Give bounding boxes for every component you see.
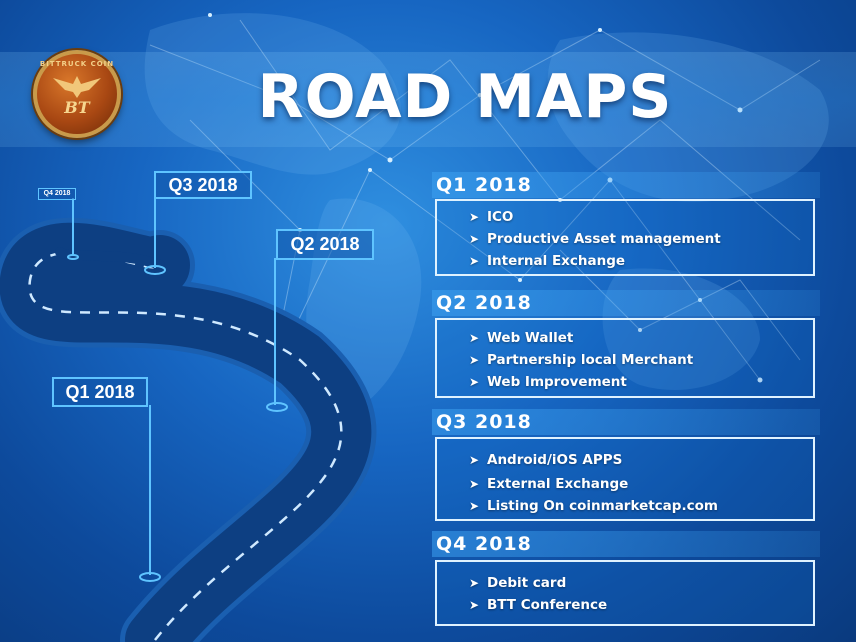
arrow-right-icon: ➤: [469, 331, 480, 345]
list-item: ➤ External Exchange: [469, 476, 629, 492]
arrow-right-icon: ➤: [469, 375, 480, 389]
arrow-right-icon: ➤: [469, 232, 480, 246]
list-item: ➤ Web Improvement: [469, 374, 627, 390]
logo-ring-text: BITTRUCK COIN: [39, 60, 115, 68]
arrow-right-icon: ➤: [469, 453, 480, 467]
list-item: ➤ Listing On coinmarketcap.com: [469, 498, 718, 514]
list-item: ➤ Debit card: [469, 575, 567, 591]
road-label-q4: Q4 2018: [38, 188, 76, 200]
q2-heading: Q2 2018: [432, 290, 820, 316]
q4-box: ➤ Debit card ➤ BTT Conference: [435, 560, 815, 626]
q1-box: ➤ ICO ➤ Productive Asset management ➤ Inter…: [435, 199, 815, 276]
q1-heading: Q1 2018: [432, 172, 820, 198]
arrow-right-icon: ➤: [469, 477, 480, 491]
q2-box: ➤ Web Wallet ➤ Partnership local Merchant …: [435, 318, 815, 398]
arrow-right-icon: ➤: [469, 254, 480, 268]
logo-monogram: BT: [64, 98, 90, 117]
q4-heading: Q4 2018: [432, 531, 820, 557]
arrow-right-icon: ➤: [469, 598, 480, 612]
arrow-right-icon: ➤: [469, 576, 480, 590]
bittruck-coin-logo: BITTRUCK COIN BT: [33, 50, 121, 138]
q3-box: ➤ Android/iOS APPS ➤ External Exchange ➤ Li…: [435, 437, 815, 521]
list-item: ➤ Web Wallet: [469, 330, 574, 346]
list-item: ➤ BTT Conference: [469, 597, 608, 613]
eagle-icon: [53, 76, 101, 98]
list-item: ➤ Internal Exchange: [469, 253, 626, 269]
q3-heading: Q3 2018: [432, 409, 820, 435]
road-label-q1: Q1 2018: [52, 377, 148, 407]
list-item: ➤ Productive Asset management: [469, 231, 721, 247]
arrow-right-icon: ➤: [469, 353, 480, 367]
road-label-q2: Q2 2018: [276, 229, 374, 260]
list-item: ➤ Android/iOS APPS: [469, 452, 623, 468]
road-label-q3: Q3 2018: [154, 171, 252, 199]
list-item: ➤ Partnership local Merchant: [469, 352, 694, 368]
arrow-right-icon: ➤: [469, 499, 480, 513]
page-title: ROAD MAPS: [257, 62, 673, 132]
title-banner: [0, 52, 856, 147]
list-item: ➤ ICO: [469, 209, 514, 225]
arrow-right-icon: ➤: [469, 210, 480, 224]
